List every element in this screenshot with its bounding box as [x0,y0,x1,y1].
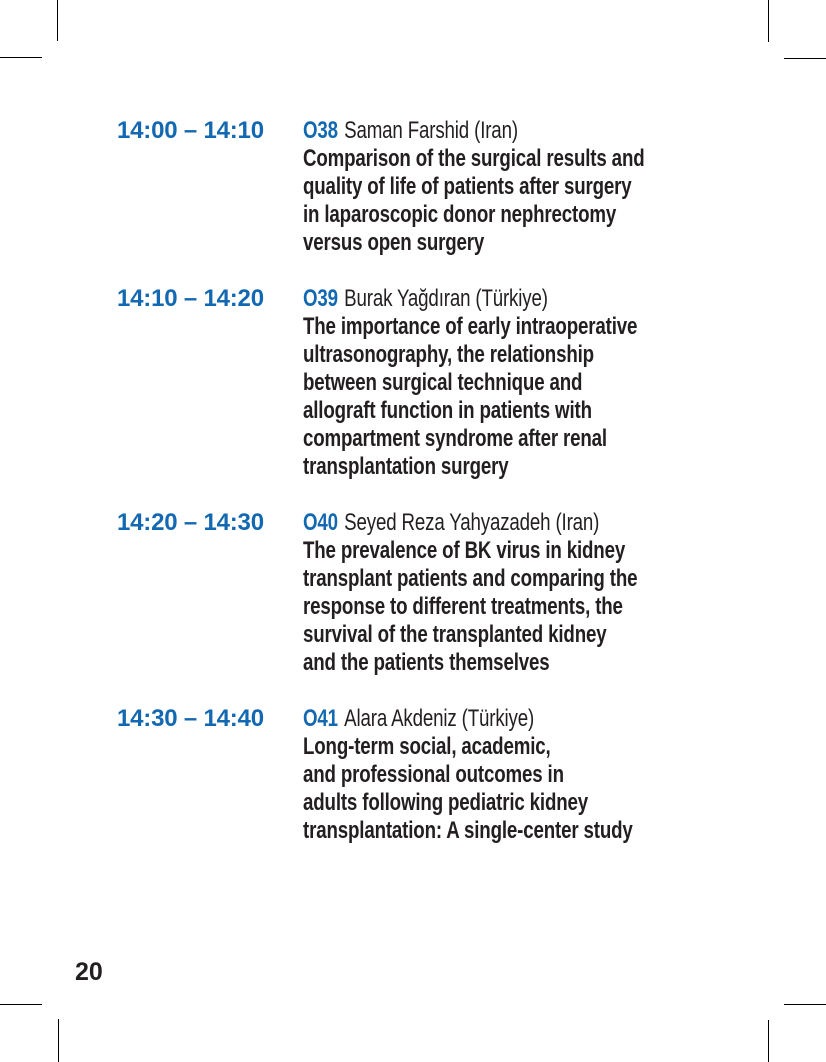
session-title-line: Comparison of the surgical results and [303,145,645,172]
session-content: O41 Alara Akdeniz (Türkiye) Long-term soc… [303,705,673,845]
session-speaker-line: O40 Seyed Reza Yahyazadeh (Iran) [303,509,673,537]
session-title-line: transplantation surgery [303,453,509,480]
crop-mark-top-right-horizontal [784,58,826,59]
session-title-line: transplantation: A single-center study [303,817,633,844]
page-number: 20 [75,958,103,986]
session-time: 14:00 – 14:10 [117,117,264,144]
crop-mark-top-left-horizontal [0,57,42,58]
crop-mark-bottom-right-vertical [768,1020,769,1062]
session-speaker-line: O41 Alara Akdeniz (Türkiye) [303,705,673,733]
session-title-line: compartment syndrome after renal [303,425,607,452]
session-entry: 14:20 – 14:30 O40 Seyed Reza Yahyazadeh (… [117,509,777,677]
session-content: O40 Seyed Reza Yahyazadeh (Iran) The prev… [303,509,673,677]
speaker-name: Burak Yağdıran (Türkiye) [344,285,548,312]
session-title-line: Long-term social, academic, [303,733,551,760]
crop-mark-bottom-right-horizontal [784,1004,826,1005]
crop-mark-bottom-left-vertical [58,1019,59,1062]
session-time: 14:10 – 14:20 [117,285,264,312]
session-title-line: and the patients themselves [303,649,550,676]
session-code: O39 [303,285,338,312]
crop-mark-bottom-left-horizontal [0,1004,42,1005]
session-entry: 14:10 – 14:20 O39 Burak Yağdıran (Türkiye… [117,285,777,481]
speaker-name: Alara Akdeniz (Türkiye) [344,705,535,732]
session-title-line: ultrasonography, the relationship [303,341,594,368]
session-speaker-line: O39 Burak Yağdıran (Türkiye) [303,285,673,313]
session-entry: 14:30 – 14:40 O41 Alara Akdeniz (Türkiye)… [117,705,777,845]
crop-mark-top-left-vertical [57,0,58,41]
session-code: O40 [303,509,338,536]
session-title-line: The importance of early intraoperative [303,313,638,340]
session-schedule: 14:00 – 14:10 O38 Saman Farshid (Iran) Co… [117,117,777,873]
session-title-line: quality of life of patients after surger… [303,173,632,200]
speaker-name: Saman Farshid (Iran) [344,117,518,144]
session-content: O39 Burak Yağdıran (Türkiye) The importan… [303,285,673,481]
session-code: O38 [303,117,338,144]
crop-mark-top-right-vertical [768,0,769,42]
session-title-line: survival of the transplanted kidney [303,621,607,648]
session-entry: 14:00 – 14:10 O38 Saman Farshid (Iran) Co… [117,117,777,257]
session-content: O38 Saman Farshid (Iran) Comparison of th… [303,117,673,257]
session-title-line: versus open surgery [303,229,485,256]
speaker-name: Seyed Reza Yahyazadeh (Iran) [344,509,600,536]
session-title-line: in laparoscopic donor nephrectomy [303,201,617,228]
session-title-line: transplant patients and comparing the [303,565,638,592]
session-title-line: between surgical technique and [303,369,583,396]
session-time: 14:30 – 14:40 [117,705,264,732]
session-title-line: response to different treatments, the [303,593,623,620]
session-time: 14:20 – 14:30 [117,509,264,536]
session-code: O41 [303,705,338,732]
session-title-line: The prevalence of BK virus in kidney [303,537,626,564]
session-title-line: adults following pediatric kidney [303,789,589,816]
session-title-line: allograft function in patients with [303,397,592,424]
session-speaker-line: O38 Saman Farshid (Iran) [303,117,673,145]
session-title-line: and professional outcomes in [303,761,564,788]
